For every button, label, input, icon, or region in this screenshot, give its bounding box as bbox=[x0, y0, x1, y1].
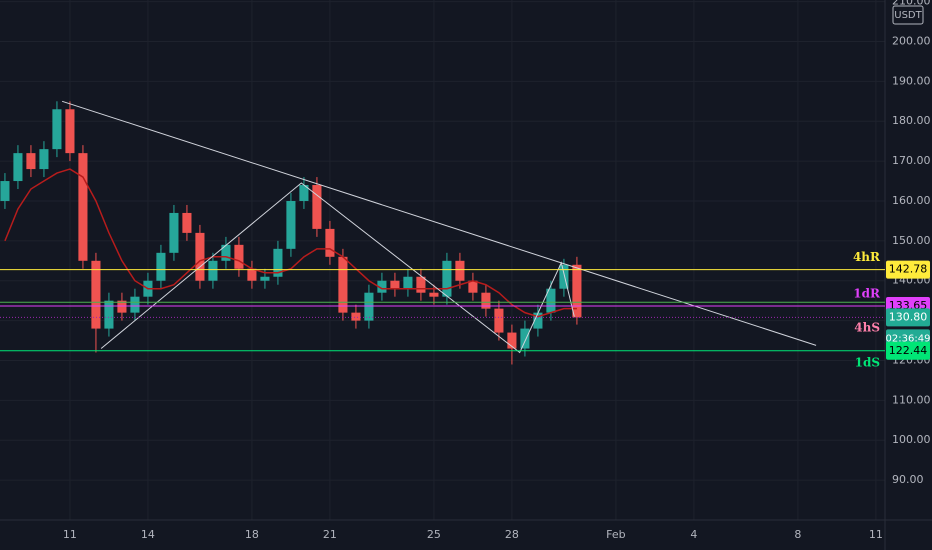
candle-body bbox=[468, 280, 478, 293]
candle-body bbox=[364, 292, 374, 321]
candle-body bbox=[221, 244, 231, 261]
x-tick-label: 21 bbox=[323, 528, 337, 541]
candle-body bbox=[273, 248, 283, 277]
y-tick-label: 180.00 bbox=[892, 114, 931, 127]
candle-body bbox=[312, 185, 322, 229]
x-tick-label: Feb bbox=[606, 528, 625, 541]
x-tick-label: 11 bbox=[63, 528, 77, 541]
x-tick-label: 8 bbox=[794, 528, 801, 541]
candle-body bbox=[559, 264, 569, 289]
candle-body bbox=[351, 312, 361, 321]
y-tick-label: 150.00 bbox=[892, 234, 931, 247]
candle-body bbox=[416, 276, 426, 293]
countdown: 02:36:49 bbox=[886, 333, 931, 344]
price-label: 122.44 bbox=[889, 344, 928, 357]
trend-line bbox=[61, 100, 817, 346]
candle-body bbox=[13, 153, 23, 182]
candle-body bbox=[78, 153, 88, 261]
candle-body bbox=[507, 332, 517, 349]
candle-body bbox=[130, 296, 140, 313]
x-tick-label: 11 bbox=[869, 528, 883, 541]
candle-body bbox=[104, 300, 114, 329]
y-tick-label: 110.00 bbox=[892, 393, 931, 406]
y-tick-label: 210.00 bbox=[892, 0, 931, 8]
candle-body bbox=[429, 292, 439, 297]
x-tick-label: 25 bbox=[427, 528, 441, 541]
currency-box bbox=[892, 5, 924, 25]
candle-body bbox=[390, 280, 400, 289]
moving-average bbox=[4, 168, 577, 318]
x-tick-label: 4 bbox=[690, 528, 697, 541]
price-label-box bbox=[886, 260, 930, 279]
y-tick-label: 170.00 bbox=[892, 154, 931, 167]
y-tick-label: 100.00 bbox=[892, 433, 931, 446]
candle-body bbox=[182, 212, 192, 233]
candle-body bbox=[403, 276, 413, 289]
candle-body bbox=[442, 260, 452, 297]
y-tick-label: 200.00 bbox=[892, 34, 931, 47]
price-label-box bbox=[886, 308, 930, 327]
price-label: 130.80 bbox=[889, 310, 928, 323]
currency: USDT bbox=[894, 10, 922, 21]
candle-body bbox=[572, 264, 582, 318]
candle-body bbox=[286, 200, 296, 249]
level-tag: 1dS bbox=[855, 355, 880, 369]
candle-body bbox=[0, 181, 10, 201]
y-tick-label: 160.00 bbox=[892, 194, 931, 207]
trend-line bbox=[100, 182, 575, 354]
y-tick-label: 190.00 bbox=[892, 74, 931, 87]
level-tag: 4hS bbox=[854, 320, 880, 334]
candle-body bbox=[260, 276, 270, 281]
candle-body bbox=[481, 292, 491, 309]
candle-body bbox=[377, 280, 387, 293]
candle-body bbox=[455, 260, 465, 281]
candle-body bbox=[338, 256, 348, 313]
candle-body bbox=[520, 328, 530, 349]
level-tag: 4hR bbox=[853, 250, 881, 264]
candle-body bbox=[169, 212, 179, 253]
candle-body bbox=[299, 185, 309, 201]
candle-body bbox=[117, 300, 127, 313]
y-tick-label: 90.00 bbox=[892, 473, 924, 486]
candle-body bbox=[234, 244, 244, 269]
candle-body bbox=[91, 260, 101, 329]
candle-body bbox=[546, 288, 556, 313]
candle-body bbox=[156, 252, 166, 281]
level-tag: 1dR bbox=[853, 287, 881, 301]
candle-body bbox=[39, 149, 49, 170]
candle-body bbox=[208, 260, 218, 281]
x-tick-label: 28 bbox=[505, 528, 519, 541]
candle-body bbox=[325, 228, 335, 257]
candle-body bbox=[494, 308, 504, 333]
candle-body bbox=[195, 232, 205, 281]
candle-body bbox=[247, 268, 257, 281]
price-label: 142.78 bbox=[889, 263, 928, 276]
candle-body bbox=[65, 109, 75, 154]
candle-body bbox=[52, 109, 62, 150]
x-tick-label: 18 bbox=[245, 528, 259, 541]
x-tick-label: 14 bbox=[141, 528, 155, 541]
price-label-box bbox=[886, 341, 930, 360]
candle-body bbox=[533, 312, 543, 329]
candle-body bbox=[26, 153, 36, 170]
